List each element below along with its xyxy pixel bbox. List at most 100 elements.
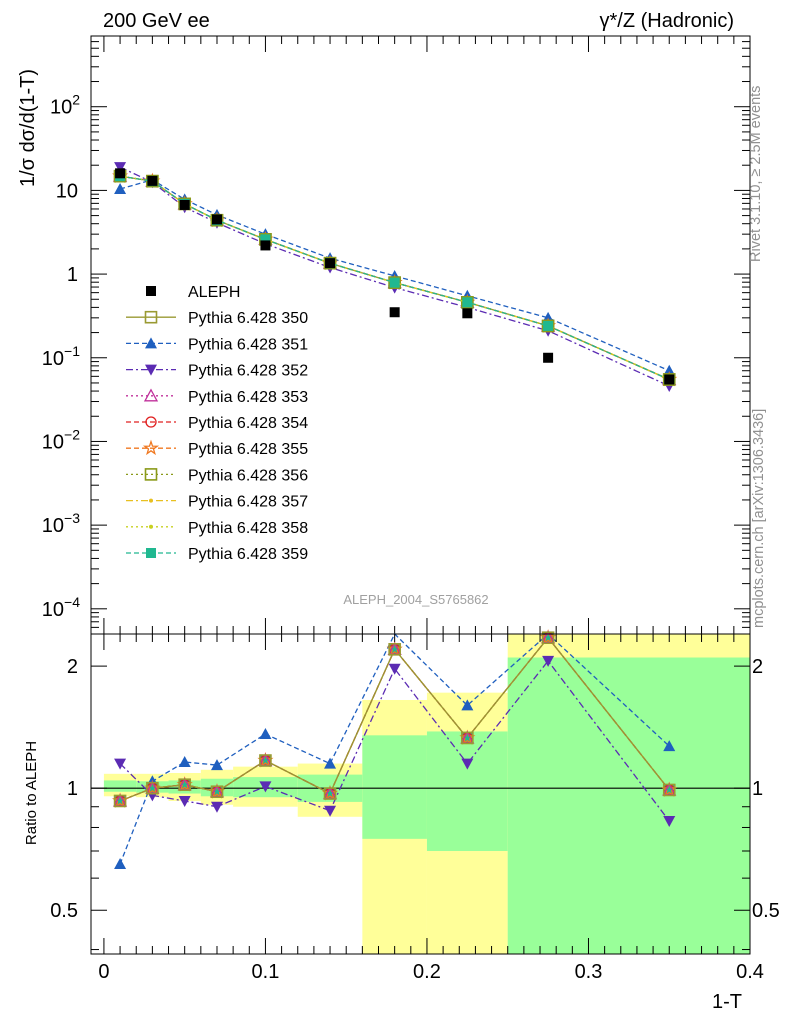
legend: ALEPH Pythia 6.428 350 Pythia 6.428 351 Pyt… [126, 284, 308, 563]
ratio-frame [90, 633, 751, 955]
xtick-label: 0.4 [736, 961, 764, 983]
ratio-point [211, 786, 222, 797]
legend-label: Pythia 6.428 356 [188, 467, 308, 484]
mcplots-label: mcplots.cern.ch [arXiv:1306.3436] [751, 409, 767, 628]
xlabel: 1-T [712, 991, 742, 1013]
series-point [461, 296, 474, 309]
aleph-point [211, 214, 222, 225]
series-line [119, 166, 670, 387]
aleph-point [462, 308, 473, 319]
main-panel: 102 10 1 10−1 10−2 10−3 10−4 ALEPH Pythia 6.428… [17, 35, 751, 635]
ratio-ytick-label: 0.5 [50, 900, 78, 922]
series-point [260, 234, 271, 245]
ratio-bands [103, 634, 750, 954]
ratio-point [664, 784, 675, 795]
ratio-point [114, 758, 127, 770]
ratio-band-green [103, 780, 137, 792]
ratio-point [144, 779, 161, 795]
ratio-line [119, 659, 670, 822]
xtick-labels: 0 0.1 0.2 0.3 0.4 [98, 961, 764, 983]
legend-label: Pythia 6.428 358 [188, 520, 308, 537]
legend-label: Pythia 6.428 354 [188, 415, 308, 432]
ratio-ytick-label-right: 0.5 [752, 900, 780, 922]
ratio-point [178, 795, 191, 807]
series-point [388, 276, 401, 289]
series-point [146, 174, 159, 188]
legend-marker [146, 548, 156, 558]
ratio-point [210, 759, 223, 771]
ratio-point [462, 732, 473, 743]
legend-marker [149, 498, 153, 503]
ratio-band-green [362, 735, 427, 839]
legend-label: Pythia 6.428 352 [188, 363, 308, 380]
legend-label: Pythia 6.428 355 [188, 441, 308, 458]
ratio-band-green [426, 731, 508, 851]
ratio-point [388, 663, 401, 675]
legend-label: Pythia 6.428 359 [188, 546, 308, 563]
legend-marker [149, 524, 153, 529]
main-series [112, 162, 678, 392]
legend-label: Pythia 6.428 351 [188, 336, 308, 353]
ratio-ticks [91, 634, 751, 954]
series-point [114, 182, 127, 194]
main-frame [90, 35, 751, 635]
legend-marker [145, 364, 157, 376]
main-ytick-label: 1 [67, 264, 78, 286]
ratio-point [324, 757, 337, 769]
ratio-band-green [507, 657, 750, 954]
legend-marker [144, 310, 158, 324]
ratio-ytick-label: 2 [67, 656, 78, 678]
aleph-point [115, 168, 126, 179]
main-ytick-label: 10−3 [42, 510, 80, 537]
ratio-point [540, 629, 557, 645]
series-point [663, 364, 676, 376]
series-point [462, 297, 473, 308]
ratio-ylabel: Ratio to ALEPH [23, 741, 40, 845]
aleph-point [147, 175, 158, 186]
ratio-panel: 2 21 10.5 0.5 0 0.1 0.2 0.3 0.4 Ratio to ALEPH … [23, 629, 780, 1013]
series-point [323, 256, 337, 270]
ratio-point [112, 792, 129, 808]
main-ytick-label: 10−2 [42, 426, 80, 453]
ratio-point [459, 729, 476, 745]
main-ytick-label: 10−4 [42, 594, 80, 621]
ratio-point [661, 781, 678, 797]
legend-label: Pythia 6.428 357 [188, 494, 308, 511]
aleph-point [543, 352, 554, 363]
xtick-label: 0 [98, 961, 109, 983]
legend-marker [145, 416, 157, 428]
ratio-point [208, 783, 226, 799]
series-point [114, 162, 127, 174]
ratio-ytick-label: 1 [67, 778, 78, 800]
xtick-label: 0.3 [575, 961, 603, 983]
ratio-point [542, 655, 555, 667]
main-ytick-label: 102 [50, 92, 80, 119]
ratio-point [386, 640, 403, 657]
aleph-point [664, 374, 675, 385]
main-ytick-label: 10−1 [42, 343, 80, 370]
main-ylabel: 1/σ dσ/d(1-T) [17, 69, 39, 187]
ratio-point [259, 754, 272, 767]
ratio-point [324, 805, 337, 817]
ratio-point [147, 783, 158, 794]
ratio-point [389, 644, 400, 655]
ratio-point [663, 740, 676, 752]
ratio-point [322, 785, 339, 801]
main-ytick-labels: 102 10 1 10−1 10−2 10−3 10−4 [42, 92, 80, 621]
aleph-data-points [115, 168, 675, 385]
ratio-point [543, 632, 554, 643]
aleph-point [260, 240, 271, 251]
ratio-point [260, 755, 271, 766]
legend-label: Pythia 6.428 353 [188, 389, 308, 406]
ratio-point [210, 801, 223, 813]
legend-label: Pythia 6.428 350 [188, 310, 308, 327]
ratio-point [461, 699, 474, 711]
ratio-point [323, 787, 337, 800]
ratio-line [119, 632, 670, 865]
header-right: γ*/Z (Hadronic) [600, 10, 734, 32]
ratio-point [388, 643, 401, 656]
ratio-ytick-label-right: 2 [752, 656, 763, 678]
rivet-label: Rivet 3.1.10, ≥ 2.5M events [748, 86, 764, 262]
ratio-point [325, 788, 336, 799]
